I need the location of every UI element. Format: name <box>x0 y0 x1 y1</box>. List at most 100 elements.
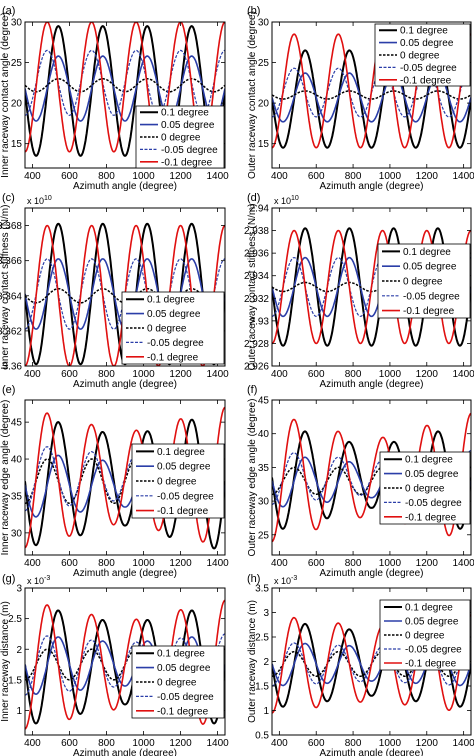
series-line <box>25 78 225 93</box>
series-line <box>25 609 225 725</box>
legend-entry: -0.05 degree <box>403 291 460 302</box>
legend-entry: 0 degree <box>157 477 197 488</box>
x-tick-label: 800 <box>98 738 115 749</box>
y-tick-label: 2.932 <box>244 294 269 305</box>
legend-entry: 0 degree <box>405 631 445 642</box>
legend-entry: -0.05 degree <box>405 645 462 656</box>
x-tick-label: 800 <box>98 171 115 182</box>
legend-entry: -0.1 degree <box>161 157 213 168</box>
plot-frame <box>24 21 226 169</box>
exponent-power: -3 <box>291 575 297 582</box>
x-axis-label: Azimuth angle (degree) <box>73 568 177 579</box>
legend-entry: -0.05 degree <box>161 145 218 156</box>
y-tick-label: 1.5 <box>255 682 269 693</box>
legend-entry: -0.05 degree <box>405 498 462 509</box>
y-tick-label: 45 <box>258 396 270 407</box>
x-tick-label: 1200 <box>416 738 439 749</box>
legend-entry: 0 degree <box>400 51 440 62</box>
y-tick-label: 15 <box>258 139 270 150</box>
chart-panel-2: 400 600 800 1000 1200 1400 15 20 25 30 Azimuth ang… <box>247 5 474 192</box>
legend-entry: 0.05 degree <box>403 262 457 273</box>
legend-entry: -0.05 degree <box>157 491 214 502</box>
x-axis-label: Azimuth angle (degree) <box>320 748 424 756</box>
y-tick-label: 3.36 <box>3 362 23 373</box>
x-tick-label: 800 <box>98 558 115 569</box>
y-tick-label: 25 <box>258 530 270 541</box>
legend-entry: 0.05 degree <box>147 309 201 320</box>
y-axis-label: Outer raceway edge angle (degree) <box>247 399 258 557</box>
exponent-base: x 10 <box>27 196 44 206</box>
y-axis-label: Outer raceway contact stiffness (N/m) <box>247 203 258 370</box>
x-tick-label: 1200 <box>169 369 192 380</box>
panel-letter: (f) <box>247 384 257 396</box>
y-axis-label: Outer raceway contact angle (degree) <box>247 11 258 179</box>
y-tick-label: 1.5 <box>8 675 22 686</box>
x-tick-label: 1000 <box>379 171 402 182</box>
x-tick-label: 600 <box>308 738 325 749</box>
legend-entry: 0 degree <box>147 324 187 335</box>
series-line <box>25 636 225 696</box>
x-tick-label: 1200 <box>169 558 192 569</box>
x-tick-label: 600 <box>308 369 325 380</box>
legend-entry: -0.05 degree <box>157 692 214 703</box>
y-tick-label: 2.5 <box>8 614 22 625</box>
y-tick-label: 30 <box>258 18 270 29</box>
legend-box <box>379 451 471 525</box>
x-tick-label: 600 <box>61 738 78 749</box>
x-tick-label: 800 <box>345 171 362 182</box>
plot-frame <box>24 587 226 736</box>
exponent-base: x 10 <box>274 576 291 586</box>
panel-letter: (a) <box>2 5 15 17</box>
y-tick-label: 25 <box>258 58 270 69</box>
plot-frame <box>24 399 226 556</box>
x-tick-label: 800 <box>345 558 362 569</box>
legend-entry: -0.1 degree <box>157 506 209 517</box>
x-tick-label: 1400 <box>453 558 474 569</box>
y-exponent-label: x 1010 <box>27 195 52 206</box>
x-axis-label: Azimuth angle (degree) <box>320 568 424 579</box>
legend-entry: 0.1 degree <box>405 455 453 466</box>
x-tick-label: 400 <box>24 171 41 182</box>
x-tick-label: 1000 <box>132 369 155 380</box>
legend-entry: -0.1 degree <box>403 306 455 317</box>
x-tick-label: 1000 <box>132 171 155 182</box>
panel-letter: (e) <box>2 384 15 396</box>
y-tick-label: 45 <box>11 418 23 429</box>
y-axis-label: Inner raceway contact stiffness (N/m) <box>0 205 11 370</box>
chart-panel-1: 400 600 800 1000 1200 1400 15 20 25 30 Azimuth ang… <box>0 5 229 192</box>
y-tick-label: 30 <box>11 528 23 539</box>
x-tick-label: 1200 <box>416 558 439 569</box>
legend-entry: -0.1 degree <box>400 75 452 86</box>
legend-box <box>377 243 471 319</box>
legend: 0.1 degree 0.05 degree 0 degree -0.05 degre… <box>379 451 471 525</box>
x-tick-label: 800 <box>98 369 115 380</box>
legend-entry: 0 degree <box>161 133 201 144</box>
y-tick-label: 2.94 <box>250 204 270 215</box>
y-tick-label: 25 <box>11 58 23 69</box>
legend-box <box>131 443 225 519</box>
y-exponent-label: x 10-3 <box>274 575 297 586</box>
x-tick-label: 600 <box>61 558 78 569</box>
series-line <box>272 33 471 149</box>
y-tick-label: 30 <box>258 497 270 508</box>
series-group <box>25 22 225 157</box>
legend-entry: 0 degree <box>405 484 445 495</box>
legend-entry: 0.05 degree <box>405 469 459 480</box>
legend-entry: 0.1 degree <box>405 603 453 614</box>
legend-entry: -0.1 degree <box>157 706 209 717</box>
plot-frame <box>24 207 226 367</box>
panel-letter: (b) <box>247 5 260 17</box>
chart-panel-8: 400 600 800 1000 1200 1400 0.5 1 1.5 2 2.5 3 3.5 Azim… <box>247 573 474 756</box>
y-tick-label: 2.936 <box>244 249 269 260</box>
y-tick-label: 2.928 <box>244 339 269 350</box>
y-tick-label: 40 <box>11 455 23 466</box>
x-tick-label: 1000 <box>379 558 402 569</box>
y-tick-label: 2.938 <box>244 226 269 237</box>
chart-panel-7: 400 600 800 1000 1200 1400 1 1.5 2 2.5 3 Azimuth an… <box>0 573 229 756</box>
legend-entry: 0.1 degree <box>147 295 195 306</box>
x-tick-label: 1200 <box>169 171 192 182</box>
